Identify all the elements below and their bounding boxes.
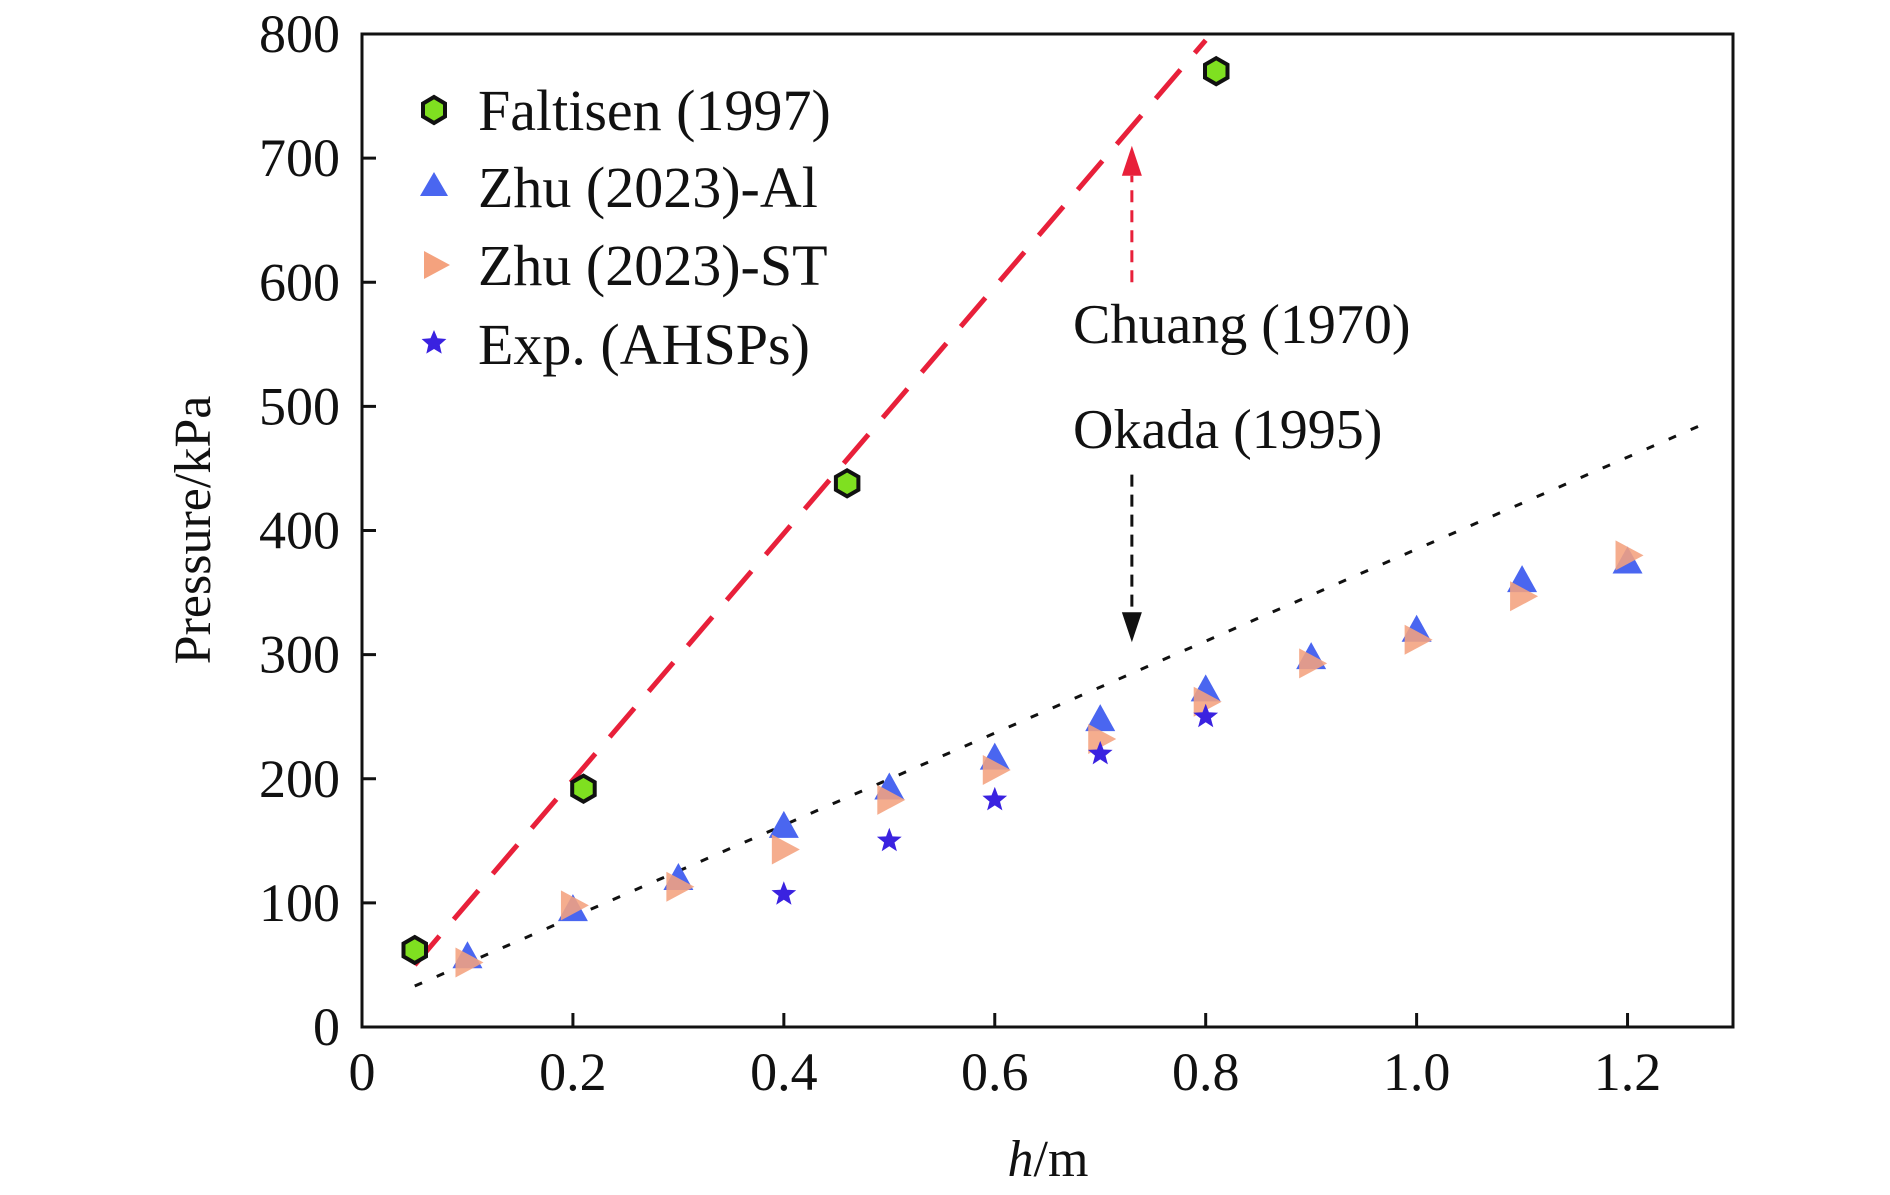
chuang-fit-line: [412, 38, 1208, 967]
data-point-hexagon: [401, 934, 428, 966]
data-point-triangle-right: [1510, 581, 1539, 612]
data-point-star: [771, 881, 797, 905]
x-axis-title: h/m: [1008, 1131, 1089, 1188]
data-point-triangle-right: [560, 890, 589, 921]
axis-ticks: 0 0.2 0.4 0.6 0.8 1.0 1.2 0 100 200 300 400 500 600 70…: [259, 4, 1661, 1102]
y-tick-label: 400: [259, 501, 340, 561]
data-point-triangle-right: [1404, 624, 1433, 655]
legend-marker-faltisen: [421, 94, 447, 126]
data-point-star: [1193, 703, 1219, 728]
data-point-hexagon: [570, 773, 597, 805]
legend: Faltisen (1997) Zhu (2023)-Al Zhu (2023)…: [420, 78, 831, 377]
legend-item-faltisen: Faltisen (1997): [421, 78, 831, 143]
data-points: [401, 55, 1644, 978]
x-tick-label: 0.2: [539, 1042, 607, 1102]
legend-item-zhu-st: Zhu (2023)-ST: [424, 233, 828, 298]
legend-label-exp: Exp. (AHSPs): [478, 312, 810, 377]
data-point-triangle-right: [982, 755, 1011, 786]
data-point-triangle-right: [877, 784, 906, 815]
y-tick-label: 100: [259, 873, 340, 933]
legend-marker-zhu-al: [420, 172, 448, 196]
fit-lines: [412, 38, 1702, 988]
data-point-triangle-right: [1615, 540, 1644, 571]
okada-fit-line: [414, 423, 1702, 988]
y-tick-label: 300: [259, 625, 340, 685]
data-point-star: [876, 827, 902, 852]
data-point-star: [1087, 740, 1113, 765]
chuang-arrow-head: [1121, 145, 1142, 176]
x-axis-title-unit: /m: [1034, 1131, 1089, 1188]
data-point-hexagon: [1203, 55, 1230, 87]
data-point-triangle-up: [1085, 704, 1116, 732]
annotation-okada: Okada (1995): [1073, 399, 1382, 461]
data-point-triangle-right: [666, 871, 695, 902]
annotation-chuang: Chuang (1970): [1073, 294, 1411, 356]
y-tick-label: 600: [259, 252, 340, 312]
legend-label-zhu-st: Zhu (2023)-ST: [478, 233, 828, 298]
data-point-triangle-right: [771, 834, 800, 865]
y-tick-label: 200: [259, 749, 340, 809]
x-tick-label: 1.2: [1594, 1042, 1662, 1102]
legend-marker-exp: [421, 330, 447, 354]
data-point-star: [982, 786, 1008, 811]
x-axis-title-variable: h: [1008, 1131, 1034, 1188]
annotation-arrows: [1121, 145, 1142, 643]
legend-marker-zhu-st: [424, 251, 450, 279]
data-point-hexagon: [833, 467, 861, 499]
okada-arrow-head: [1121, 612, 1142, 643]
data-point-triangle-right: [1299, 648, 1328, 679]
data-point-triangle-right: [455, 947, 484, 978]
legend-label-zhu-al: Zhu (2023)-Al: [478, 155, 818, 220]
data-point-triangle-right: [1193, 686, 1222, 717]
data-point-triangle-up: [768, 810, 799, 838]
x-tick-label: 0.4: [750, 1042, 818, 1102]
x-tick-label: 0.8: [1172, 1042, 1240, 1102]
x-tick-label: 0: [349, 1042, 376, 1102]
y-axis-title: Pressure/kPa: [165, 396, 222, 665]
legend-item-zhu-al: Zhu (2023)-Al: [420, 155, 818, 220]
y-tick-label: 700: [259, 128, 340, 188]
y-tick-label: 800: [259, 4, 340, 64]
y-tick-label: 0: [313, 997, 340, 1057]
x-tick-label: 0.6: [961, 1042, 1029, 1102]
data-point-triangle-right: [1088, 724, 1117, 755]
y-tick-label: 500: [259, 376, 340, 436]
x-tick-label: 1.0: [1383, 1042, 1451, 1102]
legend-label-faltisen: Faltisen (1997): [478, 78, 831, 143]
legend-item-exp: Exp. (AHSPs): [421, 312, 810, 377]
